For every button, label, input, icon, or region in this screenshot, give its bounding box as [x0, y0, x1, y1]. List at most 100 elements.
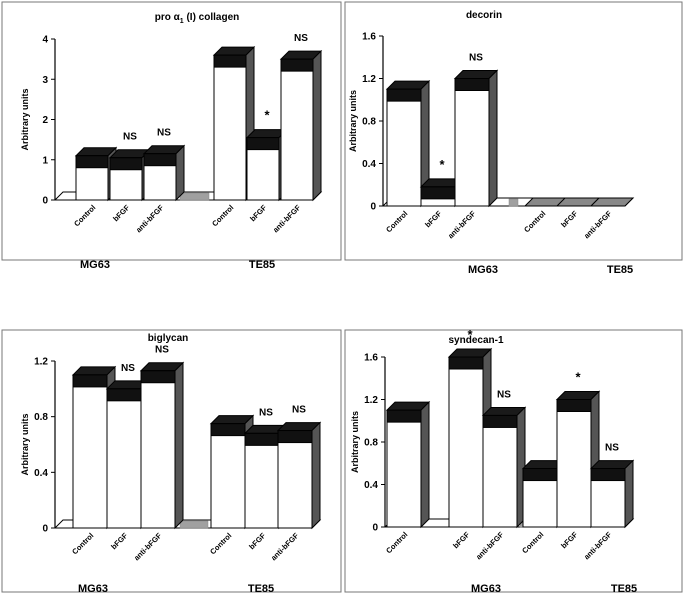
category-label: anti-bFGF	[134, 203, 166, 235]
bar-TE85-anti-bFGF	[589, 197, 635, 207]
group-label: MG63	[80, 259, 110, 271]
panel-frame	[1, 1, 342, 261]
category-label: bFGF	[111, 203, 132, 224]
chart-panel-4: syndecan-1 0 0.4 0.8 1.2 1.6 Arbitrary units Co…	[344, 327, 683, 595]
y-tick-label: 2	[42, 115, 48, 126]
significance-label: NS	[469, 53, 483, 64]
group-label: TE85	[249, 259, 275, 271]
bar-MG63-anti-bFGF-side	[174, 361, 184, 530]
group-label: TE85	[248, 583, 274, 595]
bar-MG63-bFGF-band	[420, 186, 456, 200]
significance-label: NS	[605, 443, 619, 454]
bar-MG63-bFGF-band	[109, 157, 143, 171]
bar-TE85-bFGF	[556, 399, 592, 528]
significance-label: *	[575, 370, 581, 385]
significance-label: NS	[157, 128, 171, 139]
panel-frame	[344, 329, 683, 593]
bar-TE85-Control-band	[210, 423, 246, 437]
category-label: bFGF	[247, 531, 268, 552]
bar-MG63-Control	[386, 88, 422, 207]
bar-MG63-Control-band	[386, 409, 422, 423]
bar-MG63-Control-band	[72, 374, 108, 388]
bar-MG63-bFGF	[106, 388, 142, 529]
y-axis-label: Arbitrary units	[20, 88, 30, 150]
bar-TE85-anti-bFGF-band	[277, 430, 313, 444]
bar-TE85-bFGF-band	[556, 399, 592, 412]
bar-MG63-bFGF-band	[448, 356, 484, 370]
category-label: Control	[520, 530, 545, 555]
y-tick-label: 1.2	[362, 74, 376, 85]
y-tick-label: 1.6	[362, 32, 376, 43]
significance-label: NS	[123, 132, 137, 143]
bar-TE85-anti-bFGF-side	[312, 49, 322, 202]
bar-TE85-anti-bFGF	[280, 58, 314, 201]
y-tick-label: 0.8	[364, 438, 378, 449]
bar-TE85-Control-band	[522, 468, 558, 482]
y-tick-label: 0.8	[362, 117, 376, 128]
significance-label: *	[467, 327, 473, 342]
y-tick-label: 0.4	[362, 159, 376, 170]
bar-TE85-bFGF	[244, 432, 280, 529]
y-tick-label: 1.2	[364, 395, 378, 406]
category-label: Control	[72, 203, 97, 228]
y-tick-label: 1.2	[34, 357, 48, 368]
y-tick-label: 3	[42, 75, 48, 86]
significance-label: NS	[155, 345, 169, 356]
y-axis-label: Arbitrary units	[20, 413, 30, 475]
y-tick-label: 1	[42, 155, 48, 166]
category-label: anti-bFGF	[582, 209, 614, 241]
bar-TE85-Control-band	[213, 54, 247, 68]
y-axis-label: Arbitrary units	[350, 411, 360, 473]
bar-TE85-Control	[210, 423, 246, 529]
significance-label: *	[264, 108, 270, 123]
bar-MG63-anti-bFGF	[454, 78, 490, 207]
significance-label: NS	[497, 389, 511, 400]
bar-MG63-anti-bFGF-side	[175, 144, 185, 202]
group-gap-floor	[508, 198, 519, 207]
significance-label: NS	[294, 33, 308, 44]
bar-TE85-bFGF-band	[244, 432, 280, 446]
significance-label: NS	[259, 407, 273, 418]
y-tick-label: 0	[372, 523, 378, 534]
y-tick-label: 0.4	[34, 468, 48, 479]
bar-TE85-anti-bFGF-band	[590, 468, 626, 482]
y-axis-label: Arbitrary units	[348, 90, 358, 152]
chart-title: pro α1 (I) collagen	[155, 12, 240, 25]
category-label: bFGF	[559, 209, 580, 230]
y-tick-label: 1.6	[364, 353, 378, 364]
chart-panel-2: decorin 0 0.4 0.8 1.2 1.6 Arbitrary units Contr…	[344, 1, 683, 276]
y-tick-label: 0	[42, 524, 48, 535]
bar-MG63-Control	[386, 409, 422, 528]
bar-TE85-anti-bFGF	[277, 430, 313, 529]
chart-title: biglycan	[148, 333, 189, 344]
significance-label: NS	[121, 363, 135, 374]
bar-MG63-Control	[72, 374, 108, 529]
bar-MG63-anti-bFGF	[482, 414, 518, 528]
bar-MG63-anti-bFGF-band	[482, 414, 518, 428]
category-label: anti-bFGF	[446, 209, 478, 241]
bar-MG63-anti-bFGF-side	[488, 69, 498, 208]
bar-MG63-bFGF-band	[106, 388, 142, 402]
category-label: Control	[384, 530, 409, 555]
bar-MG63-Control-band	[75, 155, 109, 169]
group-label: TE85	[611, 583, 637, 595]
group-label: MG63	[78, 583, 108, 595]
group-label: MG63	[468, 264, 498, 276]
y-tick-label: 0	[370, 202, 376, 213]
category-label: anti-bFGF	[271, 203, 303, 235]
bar-MG63-anti-bFGF-band	[143, 153, 177, 167]
bar-TE85-anti-bFGF-side	[624, 459, 634, 529]
category-label: bFGF	[423, 209, 444, 230]
bar-MG63-anti-bFGF-band	[454, 78, 490, 91]
category-label: bFGF	[248, 203, 269, 224]
significance-label: NS	[292, 405, 306, 416]
panel-frame	[344, 1, 683, 261]
category-label: bFGF	[451, 530, 472, 551]
group-label: MG63	[471, 583, 501, 595]
bar-MG63-anti-bFGF-band	[140, 370, 176, 384]
category-label: Control	[522, 209, 547, 234]
category-label: anti-bFGF	[474, 530, 506, 562]
bar-TE85-bFGF-band	[246, 137, 280, 151]
category-label: bFGF	[559, 530, 580, 551]
